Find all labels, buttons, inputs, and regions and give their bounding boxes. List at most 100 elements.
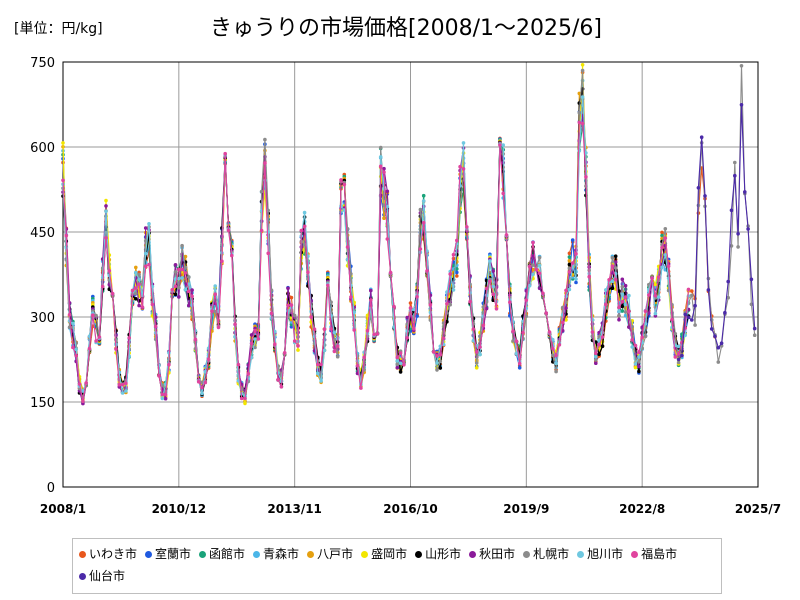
data-point <box>752 333 757 338</box>
data-point <box>329 327 333 331</box>
y-tick-label: 150 <box>30 396 55 411</box>
data-point <box>627 325 631 329</box>
data-point <box>673 332 678 336</box>
data-point <box>660 230 664 235</box>
data-point <box>663 253 668 257</box>
data-point <box>339 178 343 182</box>
data-point <box>249 333 254 337</box>
data-point <box>534 267 539 272</box>
data-point <box>438 352 443 357</box>
data-point <box>273 342 277 347</box>
data-point <box>309 315 314 319</box>
data-point <box>395 362 400 367</box>
data-point <box>597 352 601 357</box>
data-point <box>554 369 558 374</box>
data-point <box>253 337 257 341</box>
data-point <box>441 336 446 341</box>
data-point <box>580 95 585 99</box>
data-point <box>474 366 479 370</box>
data-point <box>223 151 227 156</box>
data-point <box>206 357 211 362</box>
data-point <box>177 285 181 290</box>
legend-swatch <box>145 550 153 558</box>
x-tick-label: 2022/8 <box>619 502 665 516</box>
data-point <box>395 359 400 363</box>
data-point <box>263 161 267 165</box>
data-point <box>517 361 522 366</box>
data-point <box>537 286 542 291</box>
legend-item: 札幌市 <box>523 543 569 565</box>
y-tick-label: 450 <box>30 226 55 241</box>
data-point <box>551 337 555 342</box>
data-point <box>378 145 383 150</box>
data-point <box>385 205 390 209</box>
data-point <box>617 309 621 314</box>
data-point <box>607 278 611 282</box>
data-point <box>567 258 572 263</box>
legend-swatch <box>415 550 423 558</box>
data-point <box>461 167 466 171</box>
data-point <box>478 345 482 349</box>
data-point <box>74 347 78 352</box>
data-point <box>537 271 542 276</box>
data-point <box>706 288 711 292</box>
data-point <box>134 297 138 301</box>
data-point <box>620 309 625 313</box>
data-point <box>402 363 406 367</box>
data-point <box>216 325 221 330</box>
data-point <box>613 254 618 258</box>
data-point <box>656 295 661 299</box>
data-point <box>372 332 376 337</box>
data-point <box>193 337 198 342</box>
data-point <box>173 292 178 297</box>
data-point <box>610 264 615 268</box>
data-point <box>633 362 638 366</box>
data-point <box>253 328 257 333</box>
data-point <box>623 313 628 318</box>
data-point <box>180 243 184 248</box>
data-point <box>81 399 85 404</box>
data-point <box>445 302 449 306</box>
data-point <box>746 227 750 231</box>
data-point <box>345 245 350 249</box>
price-line-chart: 0 150 300 450 600 750 2008/1 2010/12 2013/11 2016… <box>30 56 781 516</box>
data-point <box>120 382 125 387</box>
data-point <box>94 339 98 343</box>
data-point <box>676 357 681 362</box>
data-point <box>690 289 694 293</box>
data-point <box>230 253 234 258</box>
data-point <box>637 360 641 364</box>
data-point <box>365 328 370 333</box>
data-point <box>326 283 330 288</box>
data-point <box>302 210 307 215</box>
data-point <box>412 326 416 331</box>
data-point <box>521 330 525 335</box>
data-point <box>617 289 621 293</box>
data-point <box>435 368 439 372</box>
data-point <box>752 326 757 331</box>
data-point <box>183 254 188 259</box>
data-point <box>286 286 290 291</box>
data-point <box>580 63 585 67</box>
data-point <box>514 339 519 344</box>
data-point <box>398 361 403 366</box>
data-point <box>203 380 208 385</box>
data-point <box>567 287 572 292</box>
data-point <box>594 354 598 359</box>
data-point <box>604 288 608 292</box>
data-point <box>686 315 691 320</box>
data-point <box>491 269 496 273</box>
data-point <box>643 322 648 326</box>
data-point <box>474 350 479 354</box>
data-point <box>544 311 548 315</box>
data-point <box>610 286 615 291</box>
data-point <box>137 282 141 287</box>
data-point <box>455 270 459 275</box>
data-point <box>332 349 337 354</box>
data-point <box>491 284 496 289</box>
data-point <box>448 272 453 276</box>
data-point <box>382 203 386 207</box>
y-tick-label: 600 <box>30 141 55 156</box>
data-point <box>110 291 115 296</box>
data-point <box>617 317 621 322</box>
